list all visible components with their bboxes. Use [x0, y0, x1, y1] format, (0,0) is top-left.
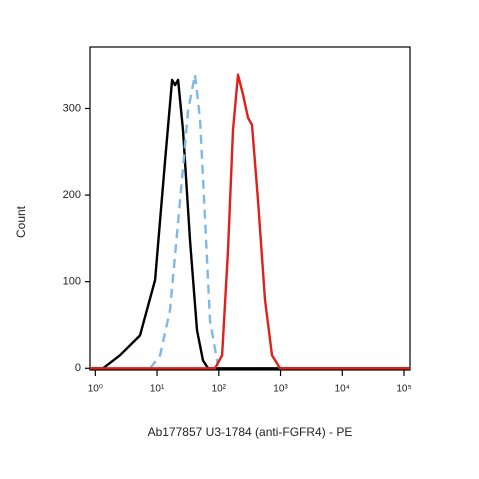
x-axis-label: Ab177857 U3-1784 (anti-FGFR4) - PE [148, 425, 353, 439]
x-tick-label: 10⁰ [88, 384, 103, 395]
x-tick-label: 10⁴ [335, 384, 350, 395]
y-tick-label: 100 [63, 276, 81, 288]
histogram-line [90, 78, 410, 370]
histogram-line [149, 73, 220, 370]
x-tick-label: 10¹ [150, 384, 165, 395]
y-tick-label: 200 [63, 189, 81, 201]
x-tick-label: 10³ [273, 384, 288, 395]
x-tick-label: 10² [212, 384, 227, 395]
y-tick-label: 300 [63, 102, 81, 114]
y-tick-label: 0 [75, 362, 81, 374]
x-tick-label: 10⁵ [396, 384, 411, 395]
histogram-line [90, 73, 410, 370]
y-axis-label: Count [14, 205, 28, 238]
plot-frame [89, 46, 411, 371]
